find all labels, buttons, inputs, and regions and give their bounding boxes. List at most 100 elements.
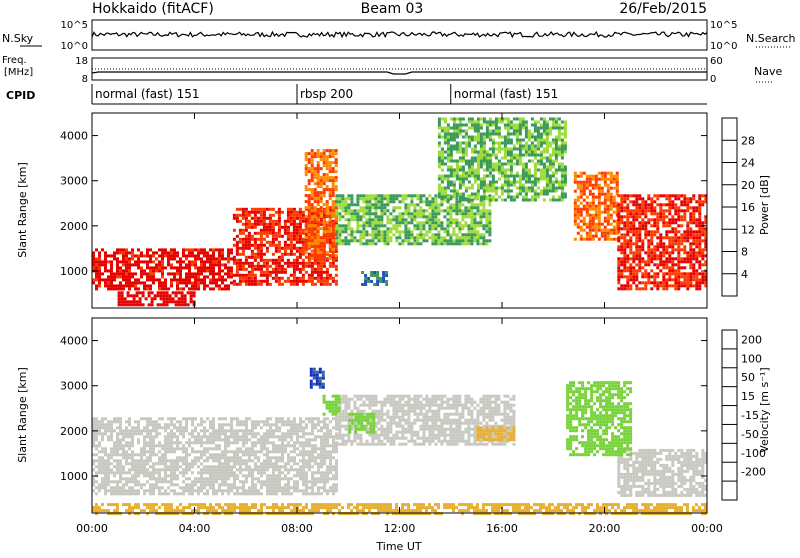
- heatmap-cell: [692, 215, 695, 218]
- heatmap-cell: [185, 456, 188, 459]
- heatmap-cell: [95, 480, 98, 483]
- heatmap-cell: [172, 300, 175, 303]
- heatmap-cell: [635, 263, 638, 266]
- heatmap-cell: [546, 169, 549, 172]
- heatmap-cell: [101, 468, 104, 471]
- heatmap-cell: [146, 462, 149, 465]
- heatmap-cell: [149, 438, 152, 441]
- heatmap-cell: [365, 194, 368, 197]
- heatmap-cell: [546, 178, 549, 181]
- heatmap-cell: [540, 172, 543, 175]
- heatmap-cell: [131, 263, 134, 266]
- heatmap-cell: [119, 444, 122, 447]
- heatmap-cell: [296, 241, 299, 244]
- heatmap-cell: [626, 212, 629, 215]
- heatmap-cell: [531, 151, 534, 154]
- heatmap-cell: [558, 184, 561, 187]
- heatmap-cell: [200, 248, 203, 251]
- heatmap-cell: [510, 196, 513, 199]
- heatmap-cell: [236, 492, 239, 495]
- heatmap-cell: [320, 280, 323, 283]
- heatmap-cell: [671, 269, 674, 272]
- heatmap-cell: [471, 127, 474, 130]
- heatmap-cell: [173, 251, 176, 254]
- heatmap-cell: [504, 148, 507, 151]
- heatmap-cell: [580, 235, 583, 238]
- heatmap-cell: [479, 203, 482, 206]
- heatmap-cell: [167, 426, 170, 429]
- heatmap-cell: [519, 148, 522, 151]
- heatmap-cell: [134, 284, 137, 287]
- heatmap-cell: [212, 417, 215, 420]
- heatmap-cell: [233, 435, 236, 438]
- heatmap-cell: [121, 297, 124, 300]
- heatmap-cell: [323, 182, 326, 185]
- heatmap-cell: [617, 278, 620, 281]
- heatmap-cell: [104, 462, 107, 465]
- heatmap-cell: [620, 269, 623, 272]
- heatmap-cell: [169, 300, 172, 303]
- heatmap-cell: [329, 170, 332, 173]
- heatmap-cell: [589, 229, 592, 232]
- heatmap-cell: [650, 248, 653, 251]
- heatmap-cell: [101, 465, 104, 468]
- heatmap-cell: [416, 215, 419, 218]
- heatmap-cell: [647, 218, 650, 221]
- heatmap-cell: [626, 203, 629, 206]
- heatmap-cell: [254, 241, 257, 244]
- heatmap-cell: [164, 453, 167, 456]
- heatmap-cell: [305, 173, 308, 176]
- heatmap-cell: [332, 236, 335, 239]
- heatmap-cell: [124, 297, 127, 300]
- heatmap-cell: [480, 118, 483, 121]
- heatmap-cell: [580, 208, 583, 211]
- heatmap-cell: [188, 281, 191, 284]
- heatmap-cell: [152, 492, 155, 495]
- heatmap-cell: [455, 233, 458, 236]
- heatmap-cell: [260, 250, 263, 253]
- heatmap-cell: [552, 187, 555, 190]
- heatmap-cell: [540, 178, 543, 181]
- heatmap-cell: [124, 300, 127, 303]
- heatmap-cell: [254, 244, 257, 247]
- heatmap-cell: [465, 175, 468, 178]
- heatmap-cell: [110, 486, 113, 489]
- heatmap-cell: [251, 423, 254, 426]
- heatmap-cell: [158, 486, 161, 489]
- heatmap-cell: [459, 178, 462, 181]
- heatmap-cell: [471, 151, 474, 154]
- heatmap-cell: [170, 450, 173, 453]
- heatmap-cell: [374, 209, 377, 212]
- heatmap-cell: [604, 172, 607, 175]
- heatmap-cell: [552, 184, 555, 187]
- heatmap-cell: [164, 468, 167, 471]
- heatmap-cell: [119, 477, 122, 480]
- heatmap-cell: [510, 154, 513, 157]
- heatmap-cell: [98, 456, 101, 459]
- heatmap-cell: [284, 268, 287, 271]
- heatmap-cell: [329, 191, 332, 194]
- heatmap-cell: [275, 262, 278, 265]
- heatmap-cell: [383, 233, 386, 236]
- heatmap-cell: [320, 194, 323, 197]
- heatmap-cell: [368, 194, 371, 197]
- heatmap-cell: [522, 196, 525, 199]
- heatmap-cell: [152, 483, 155, 486]
- heatmap-cell: [507, 187, 510, 190]
- heatmap-cell: [230, 471, 233, 474]
- heatmap-cell: [251, 226, 254, 229]
- heatmap-cell: [377, 230, 380, 233]
- heatmap-cell: [519, 145, 522, 148]
- heatmap-cell: [98, 257, 101, 260]
- heatmap-cell: [671, 221, 674, 224]
- heatmap-cell: [689, 227, 692, 230]
- heatmap-cell: [158, 480, 161, 483]
- heatmap-cell: [425, 239, 428, 242]
- heatmap-cell: [206, 435, 209, 438]
- heatmap-cell: [558, 166, 561, 169]
- heatmap-cell: [116, 435, 119, 438]
- velocity-heatmap: [92, 368, 707, 515]
- heatmap-cell: [528, 172, 531, 175]
- heatmap-cell: [128, 275, 131, 278]
- heatmap-cell: [212, 263, 215, 266]
